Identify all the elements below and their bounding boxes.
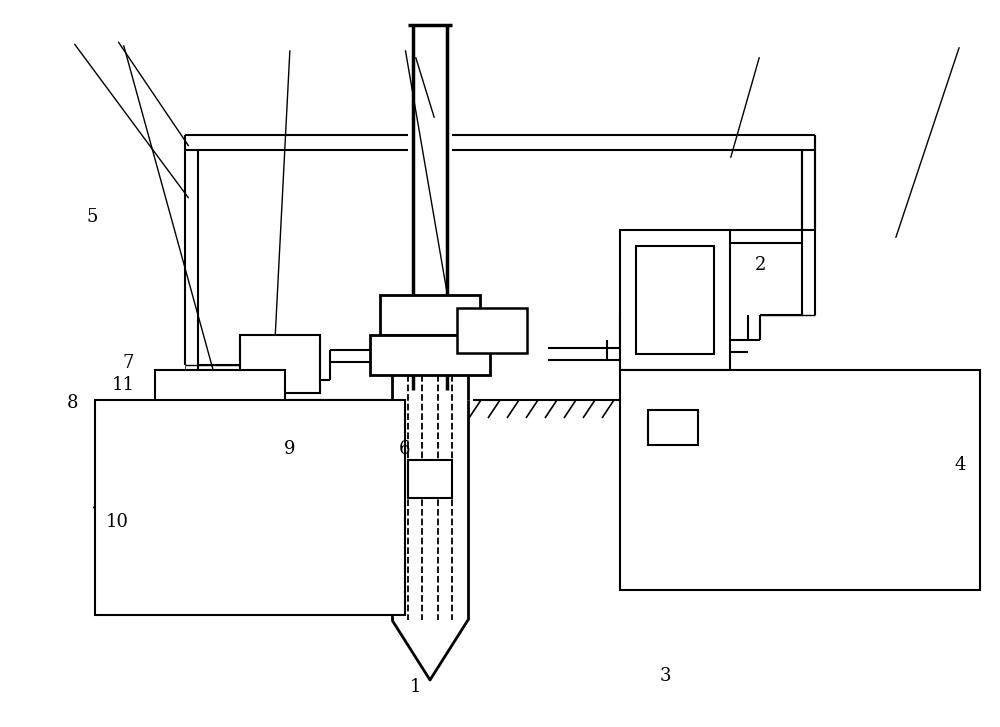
Bar [636, 246, 714, 354]
Text: 3: 3 [659, 667, 671, 685]
Bar [233, 462, 251, 480]
Bar [380, 295, 480, 335]
Bar [620, 230, 730, 370]
Bar [370, 335, 490, 375]
Text: 4: 4 [954, 457, 966, 474]
Text: 1: 1 [409, 678, 421, 696]
Bar [620, 370, 980, 590]
Text: 6: 6 [399, 441, 411, 458]
Text: 5: 5 [86, 208, 98, 225]
Bar [95, 400, 405, 615]
Text: 7: 7 [122, 355, 134, 372]
Bar [457, 308, 527, 353]
Bar [155, 370, 285, 485]
Bar [648, 410, 698, 445]
Bar [240, 335, 320, 393]
Text: 2: 2 [754, 257, 766, 274]
Text: 9: 9 [284, 441, 296, 458]
Text: 11: 11 [112, 377, 134, 394]
Text: 8: 8 [67, 395, 79, 412]
Bar [408, 460, 452, 498]
Text: 10: 10 [106, 513, 128, 531]
